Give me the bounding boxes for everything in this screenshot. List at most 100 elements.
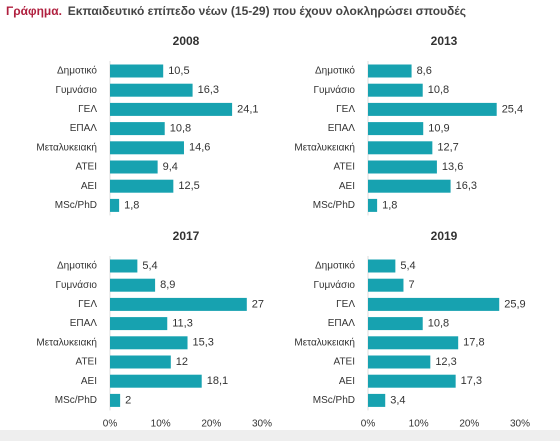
category-label: ΕΠΑΛ bbox=[70, 123, 98, 134]
category-label: MSc/PhD bbox=[313, 200, 355, 211]
value-label: 12,5 bbox=[178, 180, 199, 192]
category-label: Δημοτικό bbox=[315, 65, 355, 77]
value-label: 25,9 bbox=[504, 298, 525, 310]
chart-title: Γράφημα. Εκπαιδευτικό επίπεδο νέων (15-2… bbox=[6, 4, 466, 18]
category-label: ΑΕΙ bbox=[81, 181, 97, 192]
category-label: ΑΤΕΙ bbox=[76, 357, 97, 368]
value-label: 9,4 bbox=[163, 161, 178, 173]
bar bbox=[368, 198, 378, 212]
value-label: 12 bbox=[176, 356, 188, 368]
value-label: 16,3 bbox=[456, 180, 477, 192]
category-label: Δημοτικό bbox=[57, 260, 97, 272]
bar bbox=[110, 278, 156, 292]
category-label: Μεταλυκειακή bbox=[294, 141, 355, 153]
value-label: 8,6 bbox=[417, 65, 432, 77]
value-label: 10,5 bbox=[168, 65, 189, 77]
value-label: 12,7 bbox=[437, 142, 458, 154]
category-label: ΕΠΑΛ bbox=[328, 318, 356, 329]
bar bbox=[110, 102, 233, 116]
bar bbox=[110, 122, 165, 136]
bar bbox=[368, 278, 404, 292]
x-tick-label: 30% bbox=[252, 419, 272, 430]
category-label: ΕΠΑΛ bbox=[328, 123, 356, 134]
value-label: 11,3 bbox=[172, 318, 193, 330]
bar bbox=[368, 160, 437, 174]
category-label: Μεταλυκειακή bbox=[36, 141, 97, 153]
value-label: 16,3 bbox=[198, 84, 219, 96]
value-label: 1,8 bbox=[382, 199, 397, 211]
bar bbox=[110, 64, 164, 78]
bar bbox=[110, 355, 171, 369]
category-label: ΓΕΛ bbox=[78, 299, 97, 310]
category-label: Γυμνάσιο bbox=[314, 279, 356, 291]
bar bbox=[368, 122, 424, 136]
category-label: ΕΠΑΛ bbox=[70, 318, 98, 329]
category-label: Μεταλυκειακή bbox=[294, 336, 355, 348]
category-label: MSc/PhD bbox=[313, 395, 355, 406]
category-label: ΑΕΙ bbox=[339, 181, 355, 192]
value-label: 14,6 bbox=[189, 142, 210, 154]
x-tick-label: 10% bbox=[409, 419, 429, 430]
x-tick-label: 30% bbox=[510, 419, 530, 430]
value-label: 13,6 bbox=[442, 161, 463, 173]
x-tick-label: 0% bbox=[103, 419, 118, 430]
x-tick-label: 20% bbox=[201, 419, 221, 430]
panel-title: 2019 bbox=[431, 229, 458, 243]
bar bbox=[110, 83, 193, 97]
value-label: 10,8 bbox=[170, 123, 191, 135]
bar bbox=[368, 336, 459, 350]
value-label: 24,1 bbox=[237, 103, 258, 115]
bar bbox=[368, 297, 500, 311]
value-label: 7 bbox=[408, 279, 414, 291]
bar bbox=[110, 297, 247, 311]
category-label: ΑΤΕΙ bbox=[334, 162, 355, 173]
bar bbox=[368, 374, 456, 388]
x-tick-label: 0% bbox=[361, 419, 376, 430]
value-label: 10,8 bbox=[428, 318, 449, 330]
category-label: Δημοτικό bbox=[57, 65, 97, 77]
bar bbox=[368, 355, 431, 369]
category-label: Γυμνάσιο bbox=[314, 84, 356, 96]
bar bbox=[368, 141, 433, 155]
bar bbox=[368, 393, 386, 407]
value-label: 18,1 bbox=[207, 375, 228, 387]
bar bbox=[368, 102, 497, 116]
category-label: ΑΕΙ bbox=[339, 376, 355, 387]
panel-title: 2017 bbox=[173, 229, 200, 243]
bar bbox=[368, 179, 451, 193]
category-label: ΑΕΙ bbox=[81, 376, 97, 387]
bar bbox=[110, 198, 120, 212]
category-label: ΓΕΛ bbox=[336, 299, 355, 310]
title-prefix: Γράφημα. bbox=[6, 4, 62, 18]
value-label: 17,3 bbox=[461, 375, 482, 387]
bar bbox=[110, 393, 121, 407]
bar bbox=[110, 160, 158, 174]
category-label: ΑΤΕΙ bbox=[76, 162, 97, 173]
value-label: 12,3 bbox=[435, 356, 456, 368]
bar bbox=[110, 336, 188, 350]
title-text: Εκπαιδευτικό επίπεδο νέων (15-29) που έχ… bbox=[68, 4, 466, 18]
value-label: 5,4 bbox=[400, 260, 415, 272]
bar bbox=[368, 317, 423, 331]
value-label: 5,4 bbox=[142, 260, 157, 272]
bar bbox=[368, 64, 412, 78]
category-label: ΑΤΕΙ bbox=[334, 357, 355, 368]
bar bbox=[368, 259, 396, 273]
category-label: ΓΕΛ bbox=[336, 104, 355, 115]
panel-title: 2013 bbox=[431, 34, 458, 48]
value-label: 2 bbox=[125, 394, 131, 406]
category-label: MSc/PhD bbox=[55, 200, 97, 211]
value-label: 17,8 bbox=[463, 337, 484, 349]
value-label: 10,9 bbox=[428, 123, 449, 135]
footer-band bbox=[0, 430, 560, 441]
bar bbox=[110, 374, 202, 388]
category-label: Γυμνάσιο bbox=[56, 84, 98, 96]
panel-title: 2008 bbox=[173, 34, 200, 48]
x-tick-label: 20% bbox=[459, 419, 479, 430]
bar bbox=[110, 317, 168, 331]
x-tick-label: 10% bbox=[151, 419, 171, 430]
bar bbox=[110, 259, 138, 273]
value-label: 25,4 bbox=[502, 103, 523, 115]
value-label: 15,3 bbox=[193, 337, 214, 349]
